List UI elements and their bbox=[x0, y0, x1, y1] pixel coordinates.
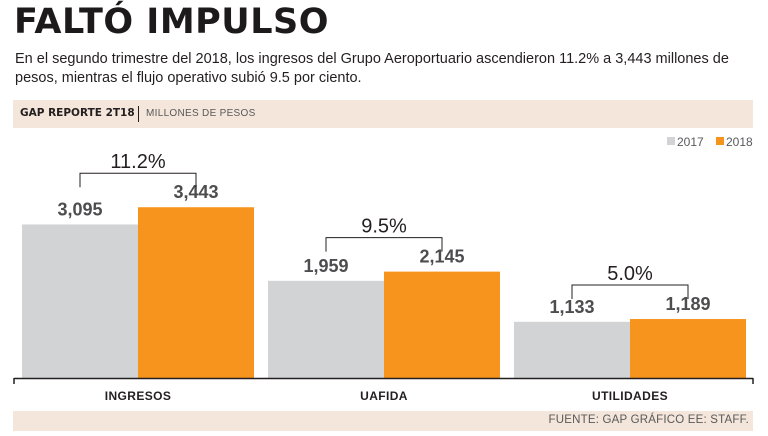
report-band: GAP REPORTE 2T18 MILLONES DE PESOS bbox=[13, 100, 753, 128]
chart-title: FALTÓ IMPULSO bbox=[14, 2, 329, 42]
legend-swatch-2018 bbox=[716, 137, 724, 145]
bar-ingresos-2018 bbox=[138, 207, 254, 378]
category-label-utilidades: UTILIDADES bbox=[592, 389, 668, 403]
data-label-uafida-2017: 1,959 bbox=[303, 256, 348, 276]
growth-label-ingresos: 11.2% bbox=[110, 151, 165, 173]
data-label-utilidades-2017: 1,133 bbox=[549, 297, 594, 317]
bar-uafida-2017 bbox=[268, 280, 384, 378]
data-label-ingresos-2017: 3,095 bbox=[57, 199, 102, 219]
category-label-ingresos: INGRESOS bbox=[105, 389, 172, 403]
source-band: FUENTE: GAP GRÁFICO EE: STAFF. bbox=[13, 411, 753, 431]
bar-ingresos-2017 bbox=[22, 224, 138, 378]
report-label: GAP REPORTE 2T18 bbox=[20, 107, 135, 119]
growth-bracket-utilidades bbox=[571, 284, 689, 300]
category-label-uafida: UAFIDA bbox=[360, 389, 408, 403]
bar-utilidades-2018 bbox=[630, 319, 746, 378]
legend-swatch-2017 bbox=[667, 137, 675, 145]
source-label: FUENTE: GAP GRÁFICO EE: STAFF. bbox=[548, 414, 749, 426]
chart-subtitle: En el segundo trimestre del 2018, los in… bbox=[15, 51, 729, 86]
growth-bracket-ingresos bbox=[79, 172, 197, 188]
data-label-utilidades-2018: 1,189 bbox=[665, 294, 710, 314]
data-label-ingresos-2018: 3,443 bbox=[173, 182, 218, 202]
bar-uafida-2018 bbox=[384, 271, 500, 378]
units-label: MILLONES DE PESOS bbox=[146, 108, 256, 119]
growth-label-utilidades: 5.0% bbox=[607, 263, 653, 285]
bar-utilidades-2017 bbox=[514, 321, 630, 378]
legend-label-2017: 2017 bbox=[677, 135, 704, 149]
legend-label-2018: 2018 bbox=[726, 135, 753, 149]
band-separator bbox=[138, 106, 139, 122]
growth-label-uafida: 9.5% bbox=[361, 216, 407, 238]
growth-bracket-uafida bbox=[325, 237, 443, 252]
data-label-uafida-2018: 2,145 bbox=[419, 247, 464, 267]
